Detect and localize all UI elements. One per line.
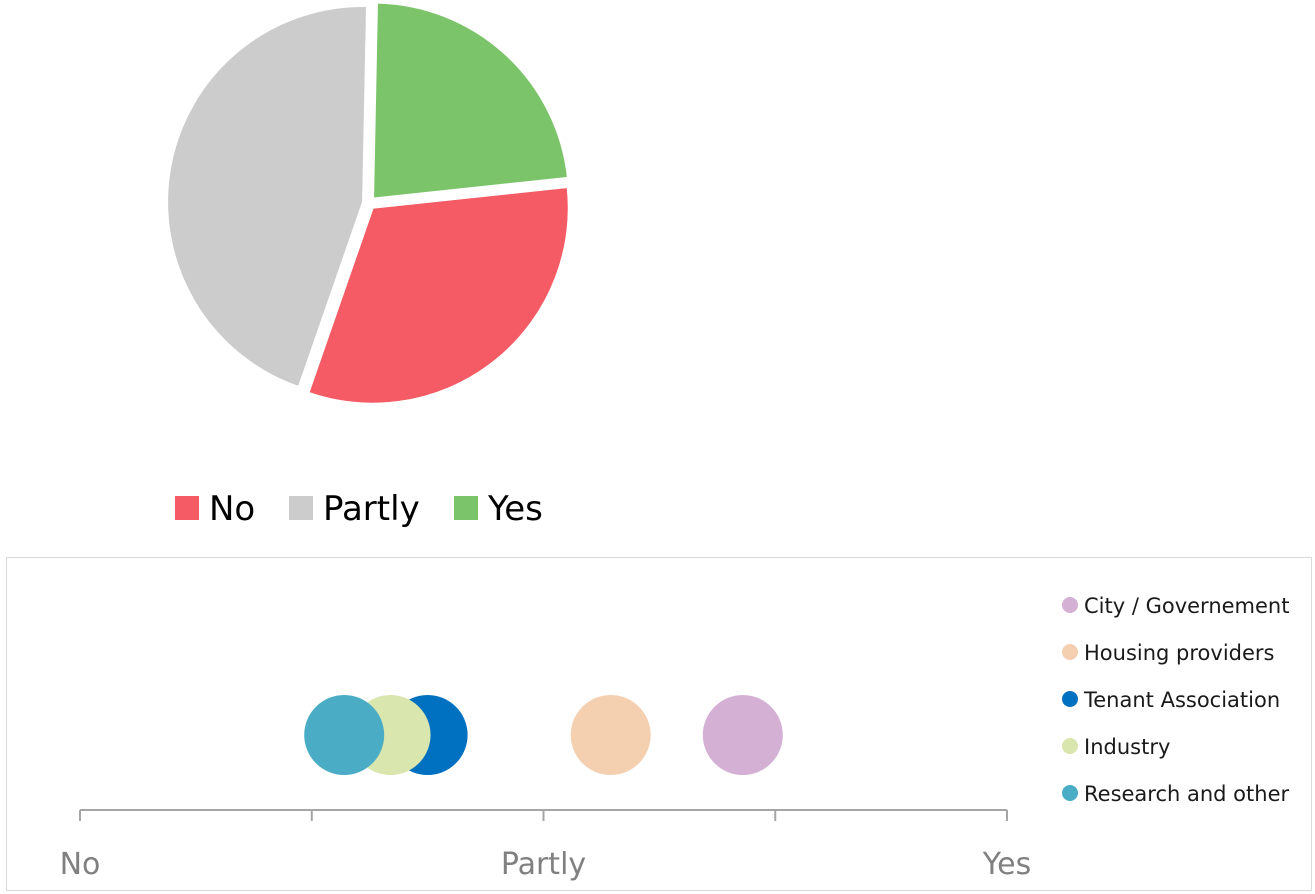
bubble-legend-item-research-and-other: Research and other <box>1062 782 1289 806</box>
bubble-legend-marker <box>1062 691 1078 707</box>
x-tick-label-no: No <box>60 847 101 882</box>
pie-legend-label: Yes <box>487 489 543 529</box>
bubble-legend-label: Tenant Association <box>1083 688 1280 712</box>
pie-slice-yes <box>372 1 570 200</box>
bubble-marks <box>304 695 783 775</box>
bubble-legend-marker <box>1062 785 1078 801</box>
pie-legend-item-partly: Partly <box>289 489 420 529</box>
bubble-city-governement <box>702 695 783 775</box>
bubble-legend-item-tenant-association: Tenant Association <box>1062 688 1280 712</box>
pie-legend-swatch <box>175 496 199 520</box>
bubble-legend-label: Research and other <box>1084 782 1289 806</box>
pie-legend-item-no: No <box>175 489 255 529</box>
pie-legend-label: Partly <box>323 489 420 529</box>
pie-legend: No Partly Yes <box>175 489 543 529</box>
bubble-legend-marker <box>1062 597 1078 613</box>
x-tick-label-partly: Partly <box>501 847 586 882</box>
x-tick-label-yes: Yes <box>982 847 1031 882</box>
bubble-legend-marker <box>1062 738 1078 754</box>
bubble-chart-panel: No Partly Yes City / Governement Housing pr… <box>6 557 1312 891</box>
pie-legend-item-yes: Yes <box>454 489 543 529</box>
pie-chart: No Partly Yes <box>166 1 570 529</box>
bubble-legend-item-city-governement: City / Governement <box>1062 594 1289 618</box>
bubble-legend-item-industry: Industry <box>1062 735 1170 759</box>
bubble-legend-label: City / Governement <box>1084 594 1289 618</box>
pie-slice-partly <box>166 4 369 389</box>
bubble-housing-providers <box>570 695 651 775</box>
pie-legend-swatch <box>289 496 313 520</box>
x-axis: No Partly Yes <box>60 809 1031 882</box>
bubble-legend: City / Governement Housing providers Tenan… <box>1062 594 1289 806</box>
pie-legend-swatch <box>454 496 478 520</box>
pie-legend-label: No <box>209 489 255 529</box>
bubble-legend-label: Industry <box>1084 735 1170 759</box>
bubble-research-and-other <box>304 695 385 775</box>
pie-slices <box>166 1 570 405</box>
bubble-legend-label: Housing providers <box>1084 641 1274 665</box>
bubble-legend-marker <box>1062 644 1078 660</box>
bubble-legend-item-housing-providers: Housing providers <box>1062 641 1274 665</box>
bubble-chart: No Partly Yes City / Governement Housing pr… <box>60 594 1290 882</box>
pie-slice-no <box>307 185 570 405</box>
